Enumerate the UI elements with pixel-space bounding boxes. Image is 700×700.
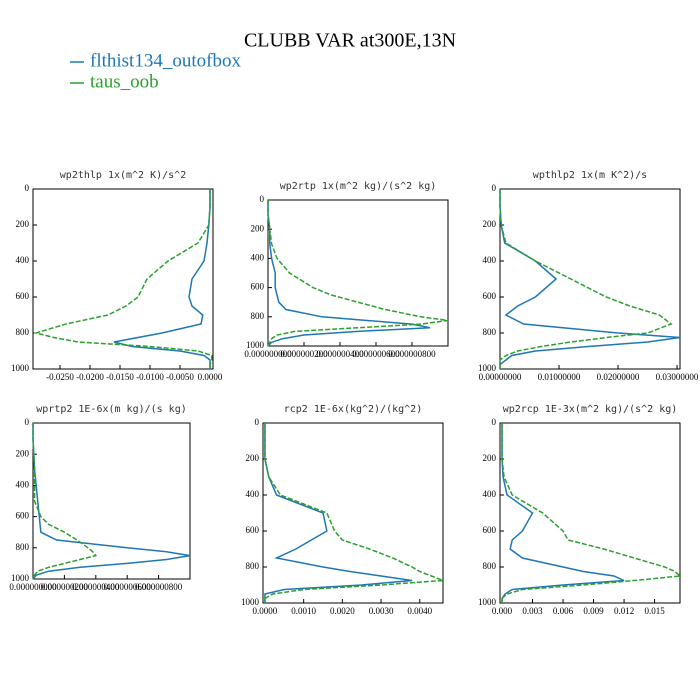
x-tick-label: 0.0040: [407, 606, 432, 616]
profile-line: [267, 200, 449, 347]
y-tick-label: 600: [246, 525, 260, 535]
profile-line: [501, 423, 625, 603]
x-tick-label: 0.000000400: [72, 582, 120, 592]
y-tick-label: 1000: [478, 363, 497, 373]
x-tick-label: -0.0200: [76, 372, 104, 382]
y-tick-label: 400: [246, 489, 260, 499]
plot-frame: [262, 422, 444, 604]
panel-title: rcp2 1E-6x(kg^2)/(kg^2): [284, 404, 422, 415]
figure-title: CLUBB VAR at300E,13N: [244, 30, 456, 52]
x-tick-label: 0.000: [492, 606, 513, 616]
panel-title: wp2rtp 1x(m^2 kg)/(s^2 kg): [280, 181, 437, 192]
plot-frame: [499, 422, 681, 604]
y-tick-label: 400: [16, 255, 30, 265]
y-tick-label: 600: [16, 511, 30, 521]
profile-line: [264, 423, 413, 603]
y-tick-label: 800: [483, 327, 497, 337]
x-tick-label: -0.0250: [46, 372, 74, 382]
x-tick-label: 0.0020: [330, 606, 355, 616]
x-tick-label: 0.000000200: [280, 349, 328, 359]
y-tick-label: 600: [16, 291, 30, 301]
y-tick-label: 1000: [11, 573, 30, 583]
y-tick-label: 600: [483, 525, 497, 535]
x-tick-label: -0.0050: [166, 372, 194, 382]
y-tick-label: 400: [483, 489, 497, 499]
x-tick-label: 0.000000600: [352, 349, 400, 359]
y-tick-label: 1000: [246, 340, 265, 350]
panel-title: wp2rcp 1E-3x(m^2 kg)/(s^2 kg): [503, 404, 678, 415]
y-tick-label: 200: [483, 453, 497, 463]
y-tick-label: 0: [260, 194, 265, 204]
y-tick-label: 0: [25, 417, 30, 427]
profile-line: [32, 423, 191, 580]
plot-frame: [32, 422, 191, 580]
panel-title: wp2thlp 1x(m^2 K)/s^2: [60, 170, 186, 181]
profile-line: [499, 189, 681, 369]
y-tick-label: 400: [483, 255, 497, 265]
profile-line: [267, 200, 431, 347]
x-tick-label: 0.03000000: [656, 372, 699, 382]
x-tick-label: -0.0150: [106, 372, 134, 382]
x-tick-label: -0.0100: [136, 372, 164, 382]
x-tick-label: 0.000000200: [41, 582, 89, 592]
legend-label: flthist134_outofbox: [90, 50, 241, 71]
y-tick-label: 0: [255, 417, 260, 427]
profile-line: [499, 189, 673, 369]
panel-title: wpthlp2 1x(m K^2)/s: [533, 170, 647, 181]
x-tick-label: 0.015: [644, 606, 665, 616]
y-tick-label: 0: [492, 417, 497, 427]
y-tick-label: 400: [16, 479, 30, 489]
y-tick-label: 800: [251, 311, 265, 321]
x-tick-label: 0.000000800: [388, 349, 436, 359]
plot-frame: [499, 188, 681, 370]
x-tick-label: 0.02000000: [597, 372, 640, 382]
y-tick-label: 200: [16, 448, 30, 458]
x-tick-label: 0.00000000: [479, 372, 522, 382]
y-tick-label: 0: [25, 183, 30, 193]
y-tick-label: 800: [483, 561, 497, 571]
y-tick-label: 200: [483, 219, 497, 229]
y-tick-label: 0: [492, 183, 497, 193]
profile-line: [32, 423, 98, 580]
y-tick-label: 1000: [478, 597, 497, 607]
plot-frame: [32, 188, 214, 370]
x-tick-label: 0.003: [522, 606, 543, 616]
x-tick-label: 0.000000000: [244, 349, 292, 359]
x-tick-label: 0.0010: [291, 606, 316, 616]
profile-line: [264, 423, 444, 603]
y-tick-label: 800: [16, 327, 30, 337]
y-tick-label: 800: [16, 542, 30, 552]
panel-title: wprtp2 1E-6x(m kg)/(s kg): [36, 404, 187, 415]
x-tick-label: 0.000000000: [9, 582, 57, 592]
y-tick-label: 400: [251, 252, 265, 262]
y-tick-label: 600: [251, 282, 265, 292]
profile-line: [113, 189, 211, 369]
y-tick-label: 200: [16, 219, 30, 229]
x-tick-label: 0.012: [614, 606, 634, 616]
profile-line: [501, 423, 682, 603]
x-tick-label: 0.000000400: [316, 349, 364, 359]
x-tick-label: 0.006: [553, 606, 574, 616]
y-tick-label: 800: [246, 561, 260, 571]
profile-line: [33, 189, 213, 369]
x-tick-label: 0.000000800: [135, 582, 183, 592]
legend-label: taus_oob: [90, 71, 159, 92]
y-tick-label: 1000: [11, 363, 30, 373]
x-tick-label: 0.01000000: [538, 372, 581, 382]
x-tick-label: 0.0000: [198, 372, 223, 382]
x-tick-label: 0.0000: [253, 606, 278, 616]
y-tick-label: 600: [483, 291, 497, 301]
plot-frame: [267, 199, 449, 347]
y-tick-label: 1000: [241, 597, 260, 607]
x-tick-label: 0.000000600: [104, 582, 152, 592]
y-tick-label: 200: [251, 223, 265, 233]
x-tick-label: 0.0030: [369, 606, 394, 616]
y-tick-label: 200: [246, 453, 260, 463]
x-tick-label: 0.009: [583, 606, 604, 616]
